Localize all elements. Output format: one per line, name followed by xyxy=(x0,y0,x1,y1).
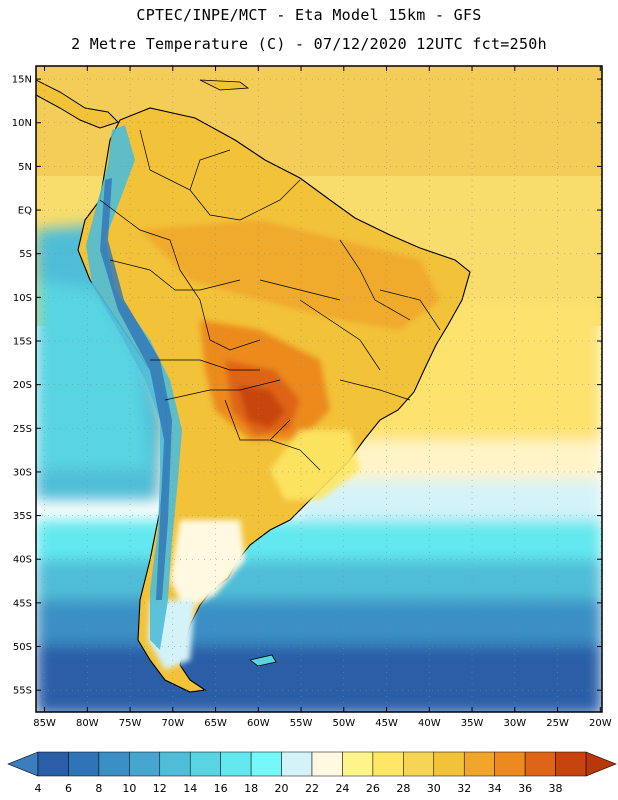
colorbar-label: 10 xyxy=(122,782,136,795)
lat-tick-label: EQ xyxy=(18,206,32,217)
lon-tick-label: 30W xyxy=(503,718,526,729)
lon-tick-label: 50W xyxy=(332,718,355,729)
colorbar-label: 28 xyxy=(396,782,410,795)
warm-interior xyxy=(140,220,440,330)
lat-tick-label: 35S xyxy=(13,511,32,522)
colorbar-label: 8 xyxy=(95,782,102,795)
colorbar-label: 22 xyxy=(305,782,319,795)
colorbar: 4 6 8 10 12 14 16 18 20 22 24 26 28 30 32 34 36 38 xyxy=(7,751,617,795)
central-america xyxy=(36,79,119,129)
lon-tick-label: 35W xyxy=(461,718,484,729)
colorbar-label: 4 xyxy=(35,782,42,795)
axis-ticks: 15N 10N 5N EQ 5S 10S 15S 20S 25S 30S 35S 40S 45S 50S 5… xyxy=(12,66,612,729)
colorbar-swatch xyxy=(524,751,556,777)
colorbar-label: 38 xyxy=(549,782,563,795)
lon-tick-label: 75W xyxy=(119,718,142,729)
temperature-field xyxy=(36,66,602,712)
lon-tick-label: 60W xyxy=(247,718,270,729)
lon-tick-label: 70W xyxy=(161,718,184,729)
chart-subtitle: 2 Metre Temperature (C) - 07/12/2020 12U… xyxy=(71,35,547,53)
colorbar-swatch xyxy=(129,751,161,777)
lat-tick-label: 55S xyxy=(13,686,32,697)
colorbar-over-arrow xyxy=(585,751,617,777)
colorbar-swatch xyxy=(311,751,343,777)
colorbar-swatch xyxy=(555,751,587,777)
colorbar-swatch xyxy=(433,751,465,777)
lat-tick-label: 30S xyxy=(13,467,32,478)
chart-title: CPTEC/INPE/MCT - Eta Model 15km - GFS xyxy=(136,6,482,24)
colorbar-label: 32 xyxy=(457,782,471,795)
lat-tick-label: 40S xyxy=(13,555,32,566)
colorbar-swatch xyxy=(281,751,313,777)
lat-tick-label: 10N xyxy=(12,118,32,129)
lat-tick-label: 10S xyxy=(13,293,32,304)
colorbar-label: 16 xyxy=(214,782,228,795)
lat-tick-label: 20S xyxy=(13,380,32,391)
lon-tick-label: 80W xyxy=(76,718,99,729)
colorbar-label: 6 xyxy=(65,782,72,795)
country-borders xyxy=(99,129,441,471)
caribbean-island xyxy=(199,79,250,91)
colorbar-under-arrow xyxy=(7,751,39,777)
colorbar-swatch xyxy=(68,751,100,777)
map-frame xyxy=(35,65,603,713)
lon-tick-label: 45W xyxy=(375,718,398,729)
map-gridlines xyxy=(36,66,602,712)
colorbar-label: 18 xyxy=(244,782,258,795)
colorbar-label: 24 xyxy=(335,782,349,795)
colorbar-label: 34 xyxy=(488,782,502,795)
colorbar-swatch xyxy=(250,751,282,777)
lon-tick-label: 40W xyxy=(418,718,441,729)
lon-tick-label: 25W xyxy=(546,718,569,729)
colorbar-label: 12 xyxy=(153,782,167,795)
colorbar-swatch xyxy=(37,751,69,777)
colorbar-label: 36 xyxy=(518,782,532,795)
ocean-band-south xyxy=(36,600,602,650)
pacific-upwelling xyxy=(36,280,150,470)
lat-tick-label: 45S xyxy=(13,598,32,609)
colorbar-label: 30 xyxy=(427,782,441,795)
colorbar-label: 14 xyxy=(183,782,197,795)
colorbar-label: 20 xyxy=(275,782,289,795)
lon-tick-label: 55W xyxy=(290,718,313,729)
lat-tick-label: 15N xyxy=(12,75,32,86)
ocean-band-far-south xyxy=(36,645,602,712)
colorbar-swatch xyxy=(342,751,374,777)
falkland-islands xyxy=(249,654,277,667)
colorbar-swatch xyxy=(189,751,221,777)
lat-tick-label: 25S xyxy=(13,424,32,435)
lat-tick-label: 5N xyxy=(18,162,32,173)
lat-tick-label: 50S xyxy=(13,642,32,653)
colorbar-swatch xyxy=(220,751,252,777)
lat-tick-label: 5S xyxy=(19,249,32,260)
andes-coldest-strip xyxy=(100,178,172,600)
colorbar-swatch xyxy=(98,751,130,777)
colorbar-swatch xyxy=(159,751,191,777)
patagonia-mild xyxy=(170,520,245,610)
colorbar-swatch xyxy=(494,751,526,777)
colorbar-swatch xyxy=(372,751,404,777)
lat-tick-label: 15S xyxy=(13,336,32,347)
colorbar-swatch xyxy=(463,751,495,777)
colorbar-label: 26 xyxy=(366,782,380,795)
colorbar-swatch xyxy=(403,751,435,777)
lon-tick-label: 85W xyxy=(33,718,56,729)
lon-tick-label: 20W xyxy=(589,718,612,729)
hottest-zone xyxy=(238,385,285,428)
lon-tick-label: 65W xyxy=(204,718,227,729)
